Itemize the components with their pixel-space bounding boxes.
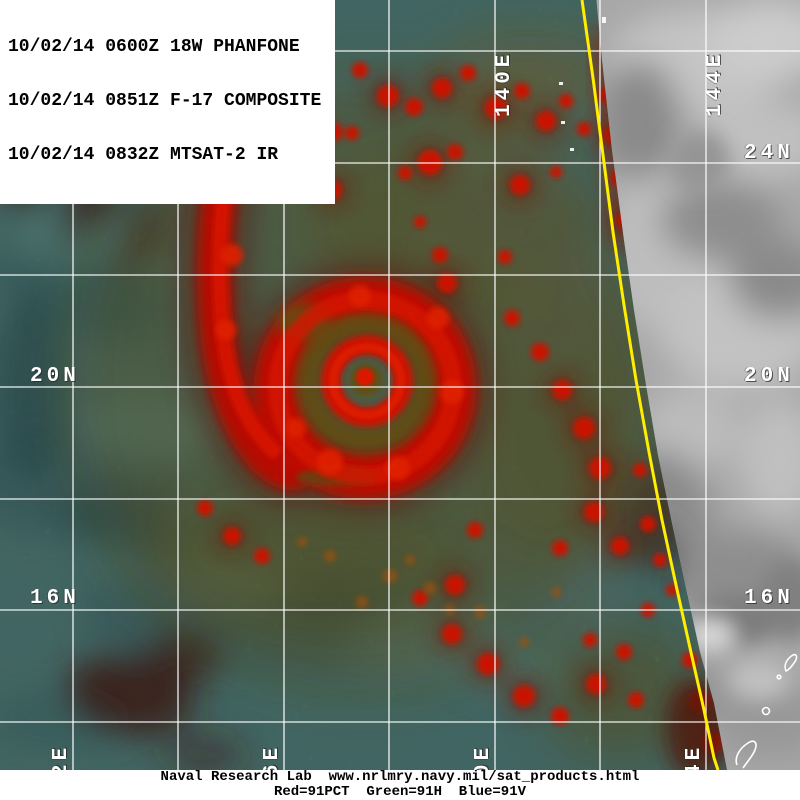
product-info-line-3: 10/02/14 0832Z MTSAT-2 IR	[8, 145, 279, 165]
swath-edge-line	[580, 0, 720, 770]
lon-label-140e-top: 140E	[493, 50, 516, 117]
lat-label-20n-right: 20N	[744, 365, 794, 388]
credit-line: Naval Research Lab www.nrlmry.navy.mil/s…	[160, 769, 640, 785]
island-coastlines	[735, 653, 798, 769]
lon-label-136e-bottom: 6E	[261, 743, 284, 770]
lat-label-16n-right: 16N	[744, 587, 794, 610]
satellite-map-area: 10/02/14 0600Z 18W PHANFONE 10/02/14 085…	[0, 0, 800, 770]
lon-label-144e-top: 144E	[704, 50, 727, 117]
lat-label-16n-left: 16N	[30, 587, 80, 610]
lon-label-144e-bottom: 4E	[683, 743, 706, 770]
lat-label-20n-left: 20N	[30, 365, 80, 388]
channel-legend: Red=91PCT Green=91H Blue=91V	[273, 784, 527, 800]
product-info-line-2: 10/02/14 0851Z F-17 COMPOSITE	[8, 91, 322, 111]
product-info-box: 10/02/14 0600Z 18W PHANFONE 10/02/14 085…	[0, 0, 336, 204]
lat-label-24n-right: 24N	[744, 142, 794, 165]
product-info-line-1: 10/02/14 0600Z 18W PHANFONE	[8, 37, 300, 57]
lon-label-140e-bottom: 0E	[472, 743, 495, 770]
satellite-imagery	[0, 0, 800, 770]
credit-bar: Naval Research Lab www.nrlmry.navy.mil/s…	[0, 770, 800, 800]
lon-label-132e-bottom: 2E	[50, 743, 73, 770]
